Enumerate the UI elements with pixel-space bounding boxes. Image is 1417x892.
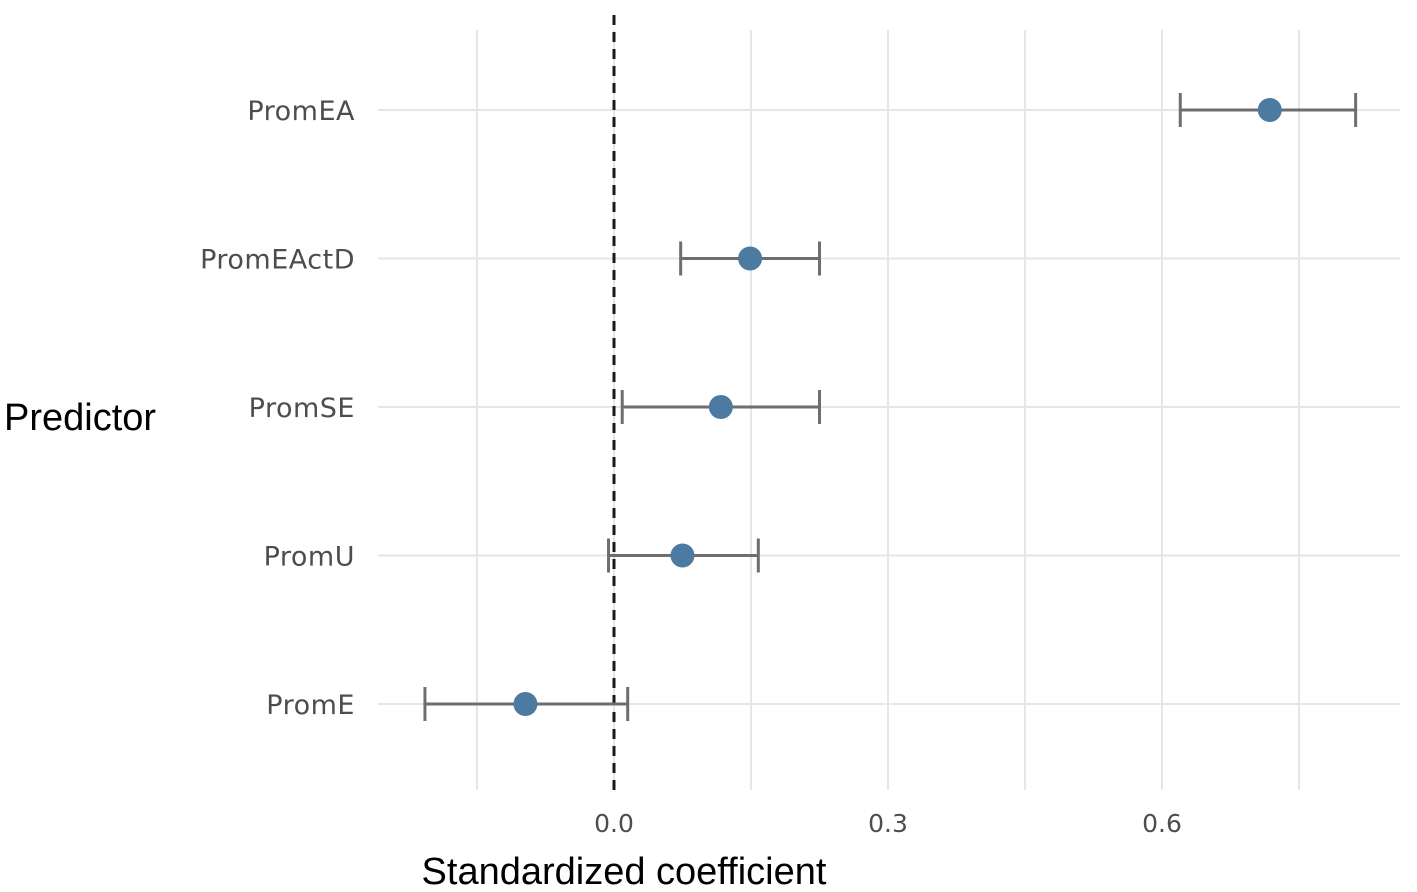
y-tick-label: PromE — [266, 690, 355, 721]
y-tick-label: PromEA — [247, 96, 355, 127]
point-PromEActD — [738, 246, 763, 271]
x-tick-label: 0.0 — [594, 809, 634, 838]
point-PromE — [513, 692, 538, 716]
x-tick-label: 0.6 — [1142, 809, 1182, 838]
y-tick-label: PromSE — [249, 393, 355, 424]
x-gridlines — [476, 30, 1300, 790]
x-tick-label: 0.3 — [868, 809, 908, 838]
y-tick-label: PromU — [264, 542, 355, 573]
point-estimates — [513, 98, 1282, 716]
point-PromSE — [708, 395, 733, 419]
x-axis-tick-labels: 0.0 0.3 0.6 — [594, 809, 1182, 838]
y-tick-label: PromEActD — [200, 245, 355, 276]
point-PromEA — [1257, 98, 1282, 122]
y-axis-tick-labels: PromEA PromEActD PromSE PromU PromE — [200, 96, 355, 721]
x-axis-title: Standardized coefficient — [422, 851, 827, 892]
y-axis-title: Predictor — [4, 397, 156, 439]
point-PromU — [670, 543, 695, 568]
